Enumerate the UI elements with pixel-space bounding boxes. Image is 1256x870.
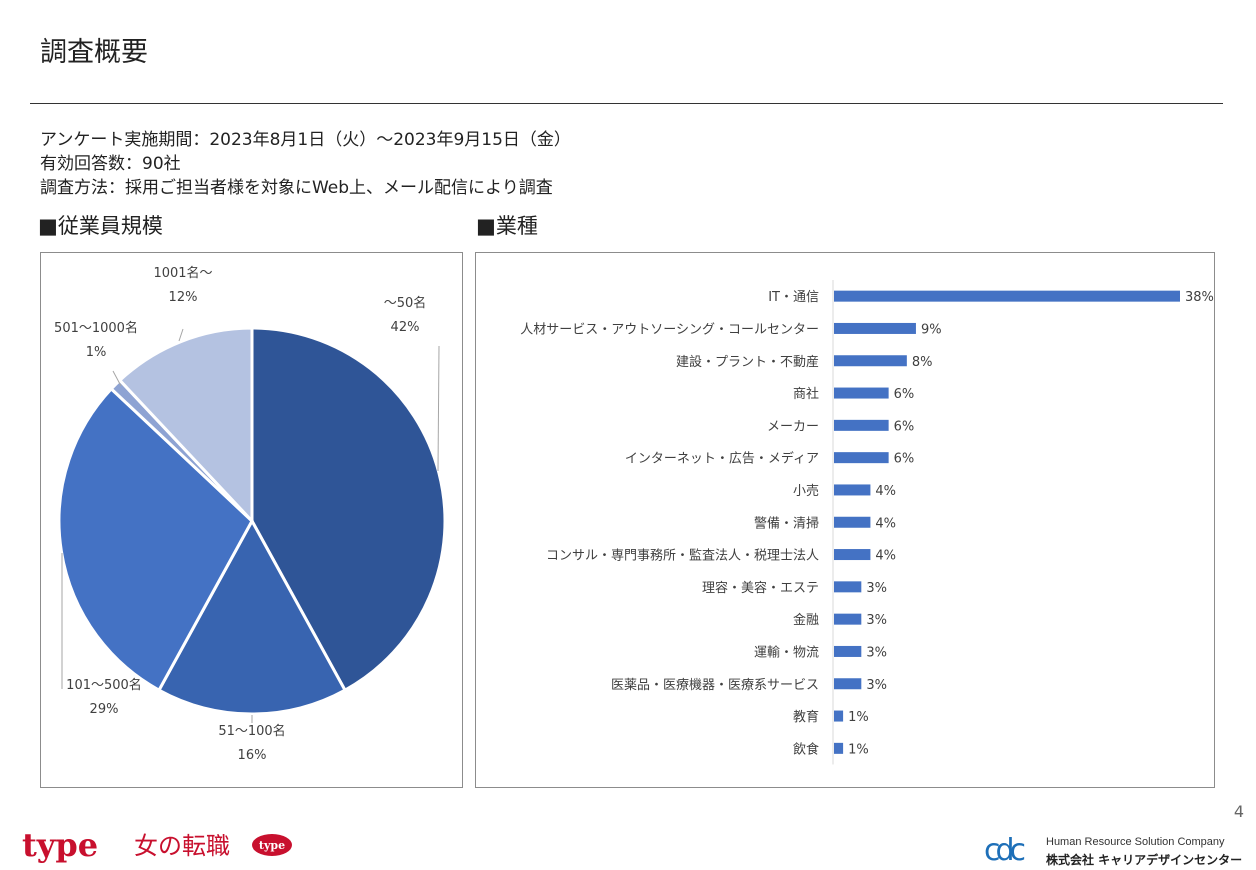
- bar-category-label: 飲食: [793, 741, 819, 757]
- bar-category-label: 教育: [793, 709, 819, 725]
- survey-summary: アンケート実施期間：2023年8月1日（火）～2023年9月15日（金） 有効回…: [40, 128, 571, 200]
- type-logo: type: [22, 826, 98, 864]
- bar: [834, 322, 916, 334]
- pie-category-label: 1001名～: [153, 265, 212, 281]
- bar: [834, 516, 871, 528]
- company-name: 株式会社 キャリアデザインセンター: [1046, 853, 1243, 867]
- bar-category-label: 医薬品・医療機器・医療系サービス: [611, 678, 819, 693]
- pie-category-label: 51～100名: [218, 723, 285, 739]
- bar-value-label: 3%: [866, 645, 887, 660]
- employee-size-pie-chart: ～50名 42% 51～100名 16% 101～500名 29% 501～1000名 1% 1…: [54, 265, 447, 763]
- survey-responses: 有効回答数：90社: [40, 154, 181, 174]
- bar-category-label: 金融: [793, 612, 819, 628]
- survey-period: アンケート実施期間：2023年8月1日（火）～2023年9月15日（金）: [40, 130, 571, 150]
- pie-leader-line: [112, 370, 122, 387]
- pie-category-label: 501～1000名: [54, 320, 138, 336]
- bar: [834, 387, 889, 399]
- industry-bar-chart: IT・通信 38% 人材サービス・アウトソーシング・コールセンター 9% 建設・プラント…: [520, 280, 1214, 765]
- pie-value-label: 16%: [238, 748, 267, 763]
- employee-size-heading: ■従業員規模: [38, 214, 163, 238]
- pie-leader-line: [437, 345, 440, 472]
- pie-slice: [117, 326, 254, 525]
- page-title: 調査概要: [40, 37, 148, 68]
- bar-value-label: 4%: [875, 549, 896, 564]
- bar-value-label: 6%: [894, 452, 915, 467]
- bar-value-label: 1%: [848, 742, 869, 757]
- pie-leader-line: [178, 328, 184, 342]
- bar-value-label: 6%: [894, 419, 915, 434]
- cdc-logo-mark-icon: cdc: [984, 833, 1025, 866]
- bar-value-label: 9%: [921, 322, 942, 337]
- pie-category-label: 101～500名: [66, 677, 142, 693]
- pie-slice: [156, 517, 348, 716]
- bar-category-label: 警備・清掃: [754, 515, 819, 531]
- bar-value-label: 1%: [848, 710, 869, 725]
- bar-category-label: コンサル・専門事務所・監査法人・税理士法人: [546, 548, 819, 564]
- bar-category-label: 建設・プラント・不動産: [676, 354, 819, 370]
- pie-slice: [57, 386, 254, 693]
- bar: [834, 678, 862, 690]
- bar-category-label: 小売: [793, 483, 819, 499]
- employee-size-panel: ～50名 42% 51～100名 16% 101～500名 29% 501～1000名 1% 1…: [40, 252, 463, 788]
- industry-heading: ■業種: [476, 214, 538, 238]
- bar-category-label: 理容・美容・エステ: [702, 580, 819, 596]
- type-badge-icon: [252, 834, 292, 856]
- bar-value-label: 8%: [912, 355, 933, 370]
- industry-panel: IT・通信 38% 人材サービス・アウトソーシング・コールセンター 9% 建設・プラント…: [475, 252, 1215, 788]
- bar: [834, 581, 862, 593]
- bar: [834, 549, 871, 561]
- company-logo: cdc Human Resource Solution Company 株式会社…: [980, 820, 1250, 867]
- bar-value-label: 3%: [866, 581, 887, 596]
- title-divider: [30, 103, 1223, 104]
- pie-value-label: 12%: [169, 290, 198, 305]
- bar: [834, 419, 889, 431]
- pie-value-label: 42%: [391, 320, 420, 335]
- pie-category-label: ～50名: [384, 295, 427, 311]
- survey-method: 調査方法：採用ご担当者様を対象にWeb上、メール配信により調査: [40, 178, 553, 198]
- bar-value-label: 3%: [866, 613, 887, 628]
- bar-value-label: 4%: [875, 484, 896, 499]
- onna-no-tenshoku-logo: 女の転職: [134, 832, 230, 860]
- bar: [834, 613, 862, 625]
- company-tagline: Human Resource Solution Company: [1046, 836, 1225, 848]
- bar: [834, 742, 844, 754]
- bar-category-label: メーカー: [767, 419, 819, 434]
- bar-category-label: インターネット・広告・メディア: [625, 451, 819, 467]
- bar-value-label: 3%: [866, 678, 887, 693]
- bar: [834, 710, 844, 722]
- pie-slice: [250, 326, 447, 693]
- pie-value-label: 29%: [90, 702, 119, 717]
- bar-value-label: 6%: [894, 387, 915, 402]
- bar-value-label: 38%: [1185, 290, 1214, 305]
- bar: [834, 645, 862, 657]
- bar: [834, 452, 889, 464]
- bar-category-label: 人材サービス・アウトソーシング・コールセンター: [520, 322, 819, 337]
- bar-category-label: IT・通信: [768, 290, 819, 305]
- bar-category-label: 運輸・物流: [754, 645, 819, 660]
- bar: [834, 290, 1180, 302]
- bar: [834, 355, 907, 367]
- pie-value-label: 1%: [86, 345, 107, 360]
- page-number: 4: [1233, 802, 1244, 821]
- type-brand-logos: type 女の転職 type: [22, 822, 312, 866]
- bar-value-label: 4%: [875, 516, 896, 531]
- bar: [834, 484, 871, 496]
- bar-category-label: 商社: [793, 386, 819, 402]
- type-badge-text: type: [259, 839, 285, 852]
